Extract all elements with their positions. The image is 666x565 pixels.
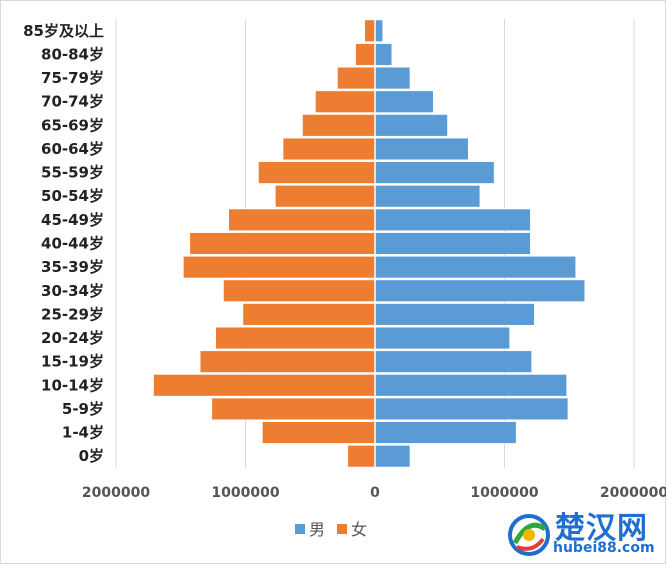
category-label: 50-54岁 (41, 187, 104, 205)
bar-female (347, 445, 376, 468)
bar-male (374, 161, 495, 184)
bar-female (315, 90, 376, 113)
bar-male (374, 350, 532, 373)
x-tick-label: 0 (370, 485, 380, 501)
bar-male (374, 185, 481, 208)
category-label: 40-44岁 (41, 235, 104, 253)
x-tick-label: 1000000 (470, 485, 538, 501)
bar-male (374, 326, 510, 350)
bars (153, 19, 586, 468)
bar-male (374, 397, 569, 421)
x-tick-label: 2000000 (82, 485, 150, 501)
bar-female (262, 421, 376, 444)
category-label: 60-64岁 (41, 140, 104, 158)
legend-swatch (337, 524, 347, 534)
category-label: 70-74岁 (41, 93, 104, 111)
bar-male (374, 66, 411, 90)
category-label: 80-84岁 (41, 45, 104, 63)
bar-male (374, 279, 586, 302)
category-label: 35-39岁 (41, 258, 104, 276)
bar-female (215, 326, 376, 350)
bar-male (374, 43, 393, 66)
category-label: 20-24岁 (41, 329, 104, 347)
bar-female (228, 208, 376, 232)
legend-label: 男 (309, 520, 325, 539)
category-label: 65-69岁 (41, 116, 104, 134)
category-label: 75-79岁 (41, 69, 104, 87)
bar-female (189, 232, 376, 255)
category-labels: 85岁及以上 80-84岁 75-79岁 70-74岁 65-69岁 60-64岁 55-5… (23, 22, 104, 465)
bar-female (282, 137, 376, 161)
bar-female (337, 66, 376, 90)
bar-male (374, 114, 448, 137)
site-logo-icon (508, 514, 550, 556)
bar-female (274, 185, 376, 208)
bar-female (199, 350, 376, 373)
bar-female (153, 374, 376, 397)
bar-male (374, 255, 577, 279)
legend: 男女 (295, 520, 367, 539)
legend-swatch (295, 524, 305, 534)
bar-male (374, 421, 517, 444)
category-label: 10-14岁 (41, 376, 104, 394)
watermark: 楚汉网 hubei88.com (501, 501, 661, 561)
category-label: 45-49岁 (41, 211, 104, 229)
category-label: 85岁及以上 (23, 22, 104, 40)
bar-female (355, 43, 376, 66)
watermark-title: 楚汉网 (555, 511, 648, 546)
category-label: 55-59岁 (41, 164, 104, 182)
bar-female (183, 255, 376, 279)
category-label: 15-19岁 (41, 353, 104, 371)
bar-male (374, 137, 469, 161)
bar-female (211, 397, 376, 421)
bar-female (364, 19, 376, 42)
category-label: 25-29岁 (41, 305, 104, 323)
watermark-url: hubei88.com (553, 540, 655, 556)
bar-female (258, 161, 376, 184)
bar-male (374, 232, 531, 255)
legend-label: 女 (351, 520, 367, 539)
bar-male (374, 90, 434, 113)
x-tick-label: 1000000 (211, 485, 279, 501)
category-label: 1-4岁 (62, 424, 104, 442)
bar-male (374, 303, 535, 326)
category-label: 0岁 (79, 447, 104, 465)
bar-female (242, 303, 376, 326)
category-label: 30-34岁 (41, 282, 104, 300)
bar-female (302, 114, 376, 137)
category-label: 5-9岁 (62, 400, 104, 418)
bar-male (374, 445, 411, 468)
bar-female (223, 279, 376, 302)
bar-male (374, 374, 567, 397)
x-tick-labels: 2000000 1000000 0 1000000 2000000 (82, 485, 666, 501)
bar-male (374, 208, 531, 232)
x-tick-label: 2000000 (600, 485, 666, 501)
bar-male (374, 19, 384, 42)
